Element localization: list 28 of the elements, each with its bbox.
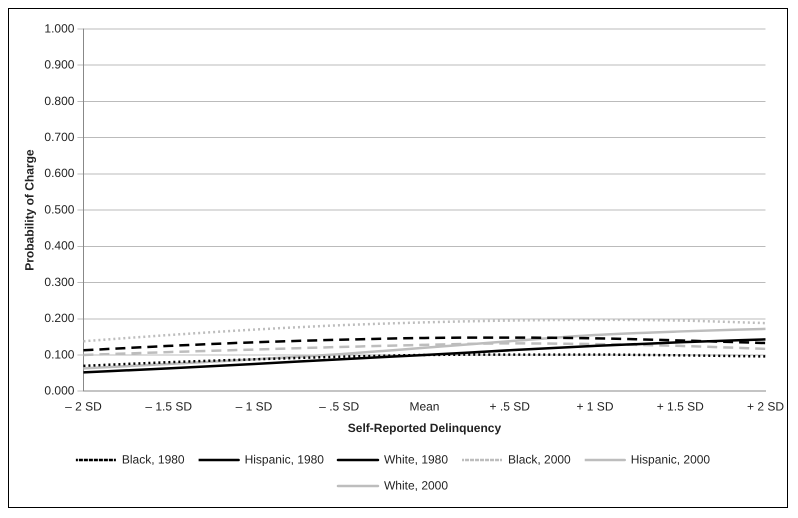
x-tick-label: + 1 SD	[576, 400, 614, 414]
x-tick-label: + .5 SD	[490, 400, 530, 414]
y-tick-label: 1.000	[44, 21, 75, 36]
legend-label: White, 1980	[384, 452, 448, 466]
legend-label: White, 2000	[384, 478, 448, 492]
x-tick-label: + 1.5 SD	[656, 400, 704, 414]
legend-label: Hispanic, 2000	[630, 452, 710, 466]
x-tick-label: – 2 SD	[65, 400, 102, 414]
y-tick-label: 0.500	[44, 202, 75, 216]
x-tick-label: Mean	[409, 400, 440, 414]
legend-label: Black, 2000	[508, 452, 572, 466]
y-axis-title: Probability of Charge	[22, 149, 37, 271]
y-tick-label: 0.100	[44, 347, 75, 362]
y-tick-label: 0.700	[44, 130, 75, 144]
y-tick-label: 0.300	[44, 274, 75, 289]
y-tick-label: 0.400	[44, 238, 75, 253]
x-tick-label: – 1.5 SD	[145, 400, 192, 414]
x-tick-label: + 2 SD	[746, 400, 784, 414]
x-axis-title: Self-Reported Delinquency	[348, 421, 502, 436]
x-tick-label: – .5 SD	[319, 400, 360, 414]
y-tick-label: 0.200	[44, 311, 75, 326]
y-tick-label: 0.900	[44, 58, 75, 72]
x-tick-label: – 1 SD	[236, 400, 273, 414]
y-tick-label: 0.800	[44, 94, 75, 108]
legend-label: Hispanic, 1980	[244, 452, 324, 466]
y-tick-label: 0.600	[44, 166, 75, 180]
y-tick-label: 0.000	[44, 384, 75, 398]
legend-label: Black, 1980	[122, 452, 185, 466]
